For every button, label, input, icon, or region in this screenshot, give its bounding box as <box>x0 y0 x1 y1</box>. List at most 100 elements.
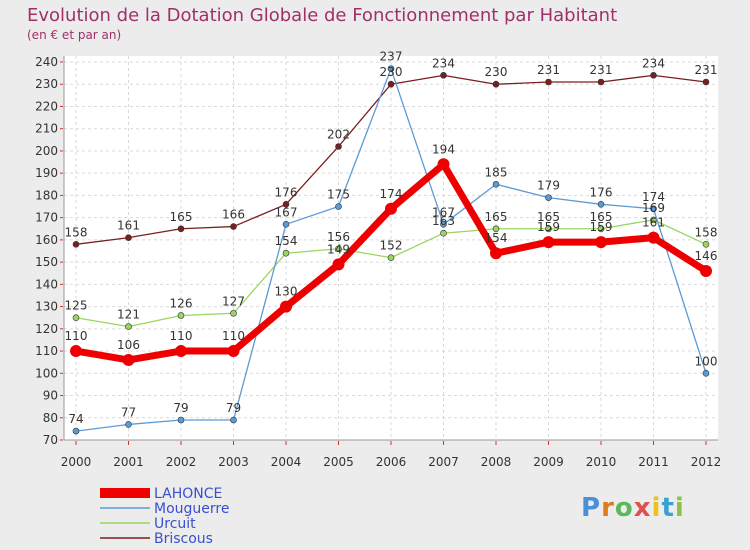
data-point <box>490 247 502 260</box>
data-point <box>175 345 187 358</box>
data-label: 234 <box>432 56 455 70</box>
data-label: 176 <box>590 185 613 199</box>
y-tick-label: 80 <box>43 411 58 425</box>
x-tick-label: 2006 <box>376 455 407 469</box>
data-label: 79 <box>173 401 188 415</box>
data-label: 167 <box>275 205 298 219</box>
data-label: 237 <box>380 50 403 64</box>
x-tick-label: 2011 <box>638 455 669 469</box>
x-tick-label: 2012 <box>691 455 722 469</box>
data-label: 167 <box>432 205 455 219</box>
data-label: 100 <box>695 354 718 368</box>
series-urcuit <box>72 216 710 330</box>
data-point <box>335 143 342 150</box>
data-point <box>440 229 447 237</box>
data-label: 149 <box>327 242 350 256</box>
logo-letter: t <box>661 493 674 523</box>
data-point <box>177 312 185 319</box>
data-point <box>125 421 132 428</box>
data-label: 175 <box>327 188 350 202</box>
data-label: 152 <box>380 239 403 253</box>
data-label: 174 <box>642 190 665 204</box>
data-label: 234 <box>642 56 665 70</box>
data-point <box>387 254 395 261</box>
data-label: 230 <box>485 65 508 79</box>
data-point <box>282 201 290 208</box>
data-label: 231 <box>695 63 718 77</box>
data-label: 185 <box>485 165 508 179</box>
data-label: 159 <box>590 220 613 234</box>
data-label: 165 <box>590 210 613 224</box>
data-label: 179 <box>537 179 560 193</box>
data-label: 166 <box>222 208 245 222</box>
data-point <box>125 323 132 330</box>
logo-letter: P <box>581 493 601 523</box>
chart-subtitle: (en € et par an) <box>27 28 121 42</box>
data-point <box>280 300 292 313</box>
data-label: 169 <box>642 201 665 215</box>
data-point <box>597 78 605 86</box>
x-tick-label: 2005 <box>323 455 354 469</box>
data-point <box>70 345 82 358</box>
data-label: 110 <box>170 329 193 343</box>
data-label: 110 <box>222 329 245 343</box>
proxiti-logo: Proxiti <box>581 493 685 523</box>
data-point <box>282 249 290 257</box>
data-label: 154 <box>275 234 298 248</box>
y-tick-label: 100 <box>35 366 58 380</box>
data-point <box>440 72 447 79</box>
logo-letter: o <box>615 493 634 523</box>
data-point <box>437 158 450 171</box>
data-point <box>595 236 607 249</box>
data-point <box>440 221 447 228</box>
data-point <box>125 234 132 241</box>
data-point <box>650 72 657 79</box>
data-label: 230 <box>380 65 403 79</box>
data-point <box>542 236 555 249</box>
data-point <box>545 225 552 233</box>
data-point <box>335 245 342 253</box>
y-tick-label: 120 <box>35 322 58 336</box>
data-label: 106 <box>117 338 140 352</box>
data-label: 194 <box>432 142 455 156</box>
x-tick-label: 2007 <box>428 455 459 469</box>
data-point <box>492 225 500 233</box>
chart-title: Evolution de la Dotation Globale de Fonc… <box>27 5 617 26</box>
data-label: 231 <box>537 63 560 77</box>
data-label: 231 <box>590 63 613 77</box>
data-point <box>702 78 710 86</box>
logo-text: Proxiti <box>581 493 685 523</box>
data-point <box>702 241 710 248</box>
x-tick-label: 2008 <box>481 455 512 469</box>
data-label: 77 <box>121 405 136 419</box>
y-tick-label: 110 <box>35 344 58 358</box>
y-tick-label: 190 <box>35 166 58 180</box>
data-point <box>492 80 500 88</box>
data-label: 158 <box>65 225 88 239</box>
data-point <box>230 309 237 317</box>
data-point <box>597 225 605 233</box>
data-point <box>545 194 552 201</box>
y-tick-label: 200 <box>35 144 58 158</box>
data-label: 158 <box>695 225 718 239</box>
data-label: 126 <box>170 296 193 310</box>
data-point <box>700 265 712 278</box>
data-label: 127 <box>222 294 245 308</box>
data-point <box>545 78 552 86</box>
logo-letter: i <box>675 493 685 523</box>
logo-letter: i <box>652 493 662 523</box>
data-point <box>387 65 395 72</box>
data-point <box>122 353 135 366</box>
y-tick-label: 70 <box>43 433 58 447</box>
data-label: 154 <box>485 231 508 245</box>
series-lahonce <box>70 158 712 366</box>
y-tick-label: 90 <box>43 389 58 403</box>
data-label: 165 <box>170 210 193 224</box>
data-label: 176 <box>275 185 298 199</box>
legend-label: LAHONCE <box>154 486 222 502</box>
data-label: 125 <box>65 299 88 313</box>
data-point <box>650 205 657 213</box>
x-tick-label: 2001 <box>113 455 144 469</box>
data-point <box>230 223 237 230</box>
